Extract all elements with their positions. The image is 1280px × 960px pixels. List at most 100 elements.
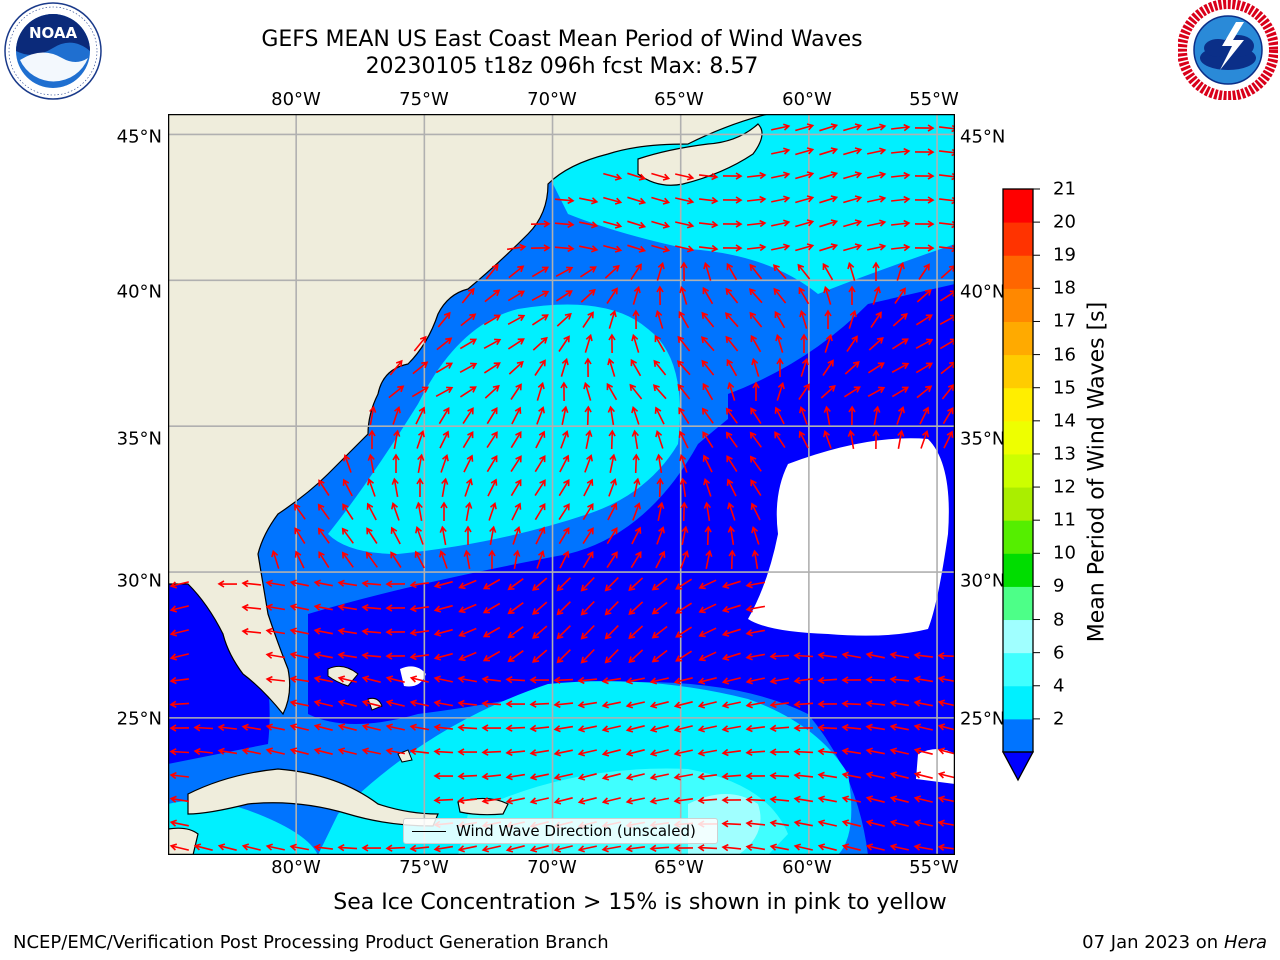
wind-wave-arrow bbox=[625, 844, 646, 853]
wind-wave-arrow bbox=[337, 843, 358, 852]
wind-wave-arrow bbox=[461, 287, 475, 304]
wind-wave-arrow bbox=[606, 287, 618, 304]
lat-label-right: 30°N bbox=[960, 570, 1006, 592]
wind-wave-arrow bbox=[390, 551, 402, 568]
wind-wave-arrow bbox=[914, 220, 935, 228]
wind-wave-arrow bbox=[793, 843, 813, 851]
wind-wave-arrow bbox=[769, 677, 790, 685]
wind-wave-arrow bbox=[679, 477, 688, 498]
wind-wave-arrow bbox=[919, 406, 930, 425]
wind-wave-arrow bbox=[631, 406, 640, 425]
wind-wave-arrow bbox=[630, 263, 642, 280]
wind-wave-arrow bbox=[773, 287, 787, 304]
wind-wave-arrow bbox=[413, 335, 427, 352]
wind-wave-arrow bbox=[680, 501, 688, 522]
wind-wave-arrow bbox=[724, 312, 739, 328]
wind-wave-arrow bbox=[722, 172, 743, 180]
wind-wave-arrow bbox=[752, 381, 760, 401]
wind-wave-arrow bbox=[265, 843, 285, 851]
colorbar-tick-label: 6 bbox=[1053, 642, 1065, 664]
wind-wave-arrow bbox=[507, 602, 524, 615]
wind-wave-arrow bbox=[722, 196, 743, 204]
wind-wave-arrow bbox=[771, 243, 791, 251]
wind-wave-arrow bbox=[651, 196, 671, 205]
wind-wave-arrow bbox=[507, 290, 526, 302]
colorbar-segment bbox=[1003, 619, 1033, 654]
wind-wave-arrow bbox=[774, 431, 786, 449]
wind-wave-arrow bbox=[751, 549, 760, 570]
wind-wave-arrow bbox=[604, 625, 619, 640]
wind-wave-arrow bbox=[747, 219, 767, 228]
wind-wave-arrow bbox=[726, 262, 738, 281]
ocean-period-4-6-central bbox=[328, 304, 680, 554]
wind-wave-arrow bbox=[489, 525, 497, 546]
wind-wave-arrow bbox=[651, 649, 668, 663]
wind-wave-arrow bbox=[577, 676, 598, 685]
wind-wave-arrow bbox=[633, 477, 641, 497]
wind-wave-arrow bbox=[699, 172, 719, 181]
wind-wave-arrow bbox=[894, 287, 906, 304]
wind-wave-arrow bbox=[169, 795, 190, 803]
wind-wave-arrow bbox=[726, 358, 738, 377]
wind-wave-arrow bbox=[793, 652, 814, 660]
wind-wave-arrow bbox=[169, 819, 189, 827]
wind-wave-arrow bbox=[193, 747, 213, 756]
colorbar-tick-label: 4 bbox=[1053, 675, 1065, 697]
wind-wave-arrow bbox=[513, 549, 521, 570]
wind-wave-arrow bbox=[750, 479, 762, 497]
wind-wave-arrow bbox=[896, 261, 905, 281]
wind-wave-arrow bbox=[697, 844, 718, 852]
wind-wave-arrow bbox=[775, 333, 784, 353]
wind-wave-arrow bbox=[649, 844, 670, 853]
wind-wave-arrow bbox=[289, 723, 309, 731]
wind-wave-arrow bbox=[889, 747, 909, 755]
wind-wave-arrow bbox=[505, 845, 525, 853]
wind-wave-arrow bbox=[844, 360, 860, 375]
lat-label-left: 40°N bbox=[116, 281, 162, 303]
wind-wave-arrow bbox=[530, 220, 551, 228]
wind-wave-arrow bbox=[817, 819, 837, 827]
wind-wave-arrow bbox=[749, 311, 763, 328]
wind-wave-arrow bbox=[457, 796, 478, 805]
wind-wave-arrow bbox=[656, 285, 664, 306]
wind-wave-arrow bbox=[769, 700, 790, 709]
wind-wave-arrow bbox=[532, 577, 548, 591]
wind-wave-arrow bbox=[889, 771, 909, 779]
wind-wave-arrow bbox=[415, 406, 426, 425]
wind-wave-arrow bbox=[553, 845, 573, 853]
wind-wave-arrow bbox=[484, 289, 501, 303]
wind-wave-arrow bbox=[817, 700, 838, 708]
wind-wave-arrow bbox=[841, 747, 862, 756]
wind-wave-arrow bbox=[817, 771, 838, 780]
wind-wave-arrow bbox=[865, 699, 886, 708]
wind-wave-arrow bbox=[507, 650, 524, 663]
wind-wave-arrow bbox=[341, 551, 354, 568]
colorbar-tick-label: 9 bbox=[1053, 575, 1065, 597]
wind-wave-arrow bbox=[289, 627, 309, 635]
wind-wave-arrow bbox=[628, 625, 644, 640]
wind-wave-arrow bbox=[629, 383, 643, 400]
wind-wave-arrow bbox=[601, 725, 621, 733]
lat-label-left: 30°N bbox=[116, 570, 162, 592]
wind-wave-arrow bbox=[651, 625, 668, 639]
wind-wave-arrow bbox=[721, 580, 741, 589]
wind-wave-arrow bbox=[458, 651, 477, 662]
wind-wave-arrow bbox=[651, 244, 671, 253]
wind-wave-arrow bbox=[627, 196, 647, 205]
wind-wave-arrow bbox=[748, 288, 763, 304]
colorbar-tick-label: 21 bbox=[1053, 178, 1076, 200]
wind-wave-arrow bbox=[914, 196, 935, 204]
wind-wave-arrow bbox=[745, 724, 766, 733]
wind-wave-arrow bbox=[529, 797, 549, 805]
wind-wave-arrow bbox=[897, 429, 905, 449]
wind-wave-arrow bbox=[697, 749, 718, 757]
wind-wave-arrow bbox=[388, 385, 405, 399]
colorbar-tick-label: 13 bbox=[1053, 443, 1076, 465]
wind-wave-arrow bbox=[536, 406, 545, 425]
wind-wave-arrow bbox=[913, 819, 933, 827]
wind-wave-arrow bbox=[409, 652, 430, 661]
wind-wave-arrow bbox=[867, 219, 887, 227]
wind-wave-arrow bbox=[463, 549, 471, 570]
wind-wave-arrow bbox=[457, 675, 478, 683]
wind-wave-arrow bbox=[771, 219, 791, 227]
